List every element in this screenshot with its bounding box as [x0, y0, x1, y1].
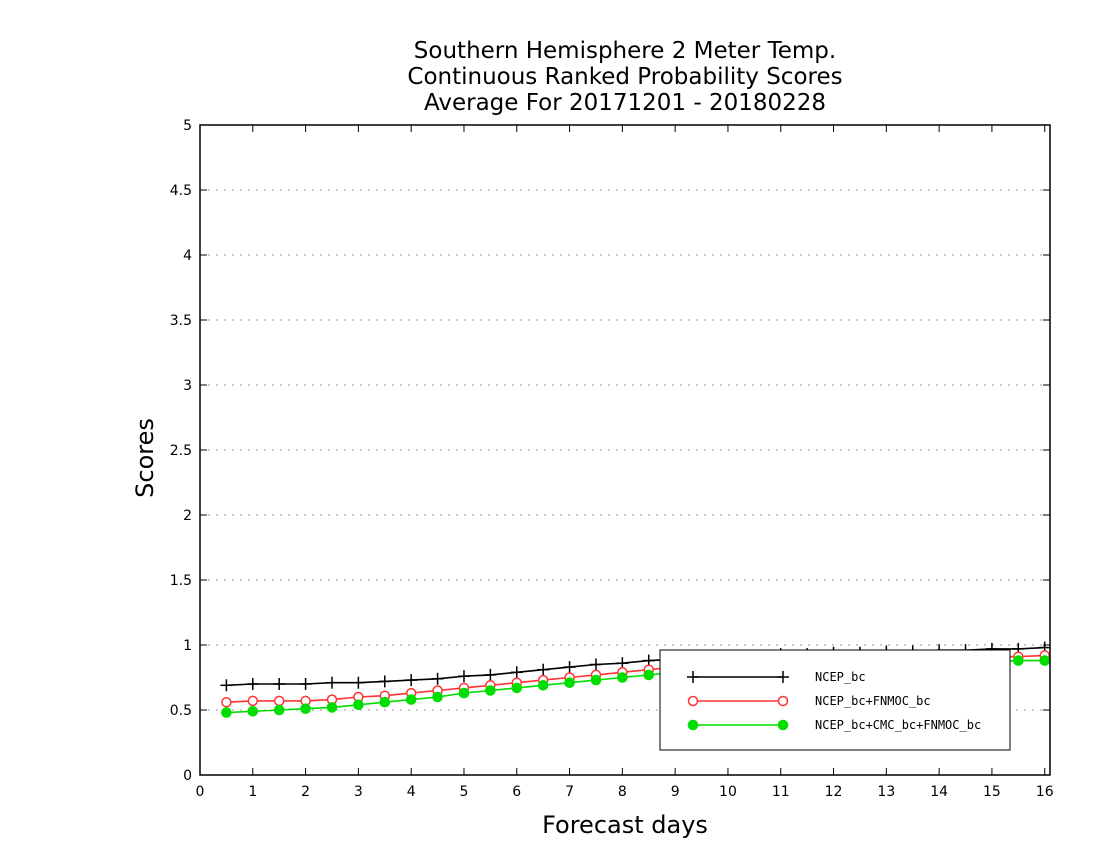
y-tick-label: 5	[183, 118, 192, 134]
series-0-point	[405, 674, 418, 687]
series-2-point	[405, 694, 417, 705]
y-axis-label: Scores	[131, 418, 159, 498]
y-tick-label: 0.5	[170, 703, 192, 719]
series-2-point	[1039, 655, 1051, 666]
series-0-point	[220, 679, 233, 692]
legend-marker-end-2	[777, 719, 789, 731]
gridlines	[200, 189, 1050, 711]
series-2-point	[537, 680, 549, 691]
x-tick-label: 8	[618, 784, 627, 800]
series-2-point	[1013, 655, 1024, 666]
x-tick-label: 6	[512, 784, 521, 800]
chart-title: Southern Hemisphere 2 Meter Temp. Contin…	[407, 38, 842, 116]
series-2-point	[617, 672, 628, 683]
x-tick-label: 5	[460, 784, 469, 800]
y-tick-label: 2	[183, 508, 192, 524]
series-2-point	[221, 707, 232, 718]
series-2-point	[300, 703, 311, 715]
x-tick-label: 2	[301, 784, 310, 800]
x-tick-label: 11	[772, 784, 790, 800]
series-0-point	[537, 663, 550, 676]
y-tick-label: 4	[183, 248, 192, 264]
series-1-point	[247, 695, 259, 707]
series-2-point	[590, 674, 602, 686]
x-tick-label: 1	[248, 784, 257, 800]
series-0-point	[457, 670, 470, 683]
y-tick-label: 1	[183, 638, 192, 654]
series-0-point	[589, 658, 602, 671]
series-0-point	[352, 676, 365, 689]
series-2-point	[643, 669, 655, 681]
series-0-point	[246, 678, 259, 690]
x-tick-label: 10	[719, 784, 737, 800]
series-0-point	[484, 668, 497, 681]
x-tick-label: 0	[196, 784, 205, 800]
legend: NCEP_bc NCEP_bc+FNMOC_bc NCEP_bc+CMC_bc+FN…	[659, 649, 1011, 751]
series-0-point	[563, 661, 576, 674]
series-0-point	[325, 676, 338, 689]
x-tick-label: 3	[354, 784, 363, 800]
x-tick-label: 7	[565, 784, 574, 800]
chart-title-line-1: Southern Hemisphere 2 Meter Temp.	[414, 38, 836, 64]
series-2-point	[326, 702, 338, 713]
x-tick-label: 4	[407, 784, 416, 800]
series-0-point	[431, 672, 444, 685]
legend-marker-start-2	[687, 719, 699, 731]
y-tick-label: 0	[183, 768, 192, 784]
x-tick-label: 16	[1036, 784, 1054, 800]
legend-box	[659, 649, 1011, 751]
series-2-point	[247, 706, 259, 717]
series-1-point	[221, 696, 232, 708]
y-tick-label: 3	[183, 378, 192, 394]
x-axis-ticks: 0 1 2 3 4 5 6 7 8 9 10 11 12 13 14 15 16	[196, 125, 1054, 800]
legend-label-1: NCEP_bc+FNMOC_bc	[815, 694, 931, 708]
x-tick-label: 15	[983, 784, 1001, 800]
y-tick-label: 1.5	[170, 573, 192, 589]
legend-marker-start-1	[687, 695, 699, 707]
x-tick-label: 14	[930, 784, 948, 800]
legend-marker-end-1	[777, 695, 789, 707]
legend-marker-start-0	[687, 671, 699, 683]
y-axis-ticks: 0 0.5 1 1.5 2 2.5 3 3.5 4 4.5 5	[170, 118, 1050, 784]
series-0-point	[299, 678, 312, 690]
legend-marker-end-0	[777, 671, 789, 683]
series-0-point	[273, 678, 286, 690]
series-0-point	[378, 675, 391, 688]
legend-label-2: NCEP_bc+CMC_bc+FNMOC_bc	[815, 718, 981, 732]
series-2-point	[564, 677, 575, 689]
series-2-point	[511, 682, 523, 694]
series-2-point	[273, 704, 285, 716]
y-tick-label: 3.5	[170, 313, 192, 329]
y-tick-label: 2.5	[170, 443, 192, 459]
chart-title-line-2: Continuous Ranked Probability Scores	[407, 64, 842, 90]
x-tick-label: 13	[877, 784, 895, 800]
series-2-point	[353, 699, 364, 711]
series-2-point	[379, 696, 391, 708]
x-tick-label: 9	[671, 784, 680, 800]
x-axis-label: Forecast days	[542, 811, 708, 839]
chart-title-line-3: Average For 20171201 - 20180228	[424, 90, 826, 116]
series-0-point	[510, 666, 523, 679]
series-1-point	[273, 695, 285, 707]
series-2-point	[432, 691, 443, 703]
y-tick-label: 4.5	[170, 183, 192, 199]
legend-label-0: NCEP_bc	[815, 670, 866, 684]
series-2-point	[485, 685, 496, 696]
series-2-point	[458, 687, 470, 699]
x-tick-label: 12	[825, 784, 843, 800]
